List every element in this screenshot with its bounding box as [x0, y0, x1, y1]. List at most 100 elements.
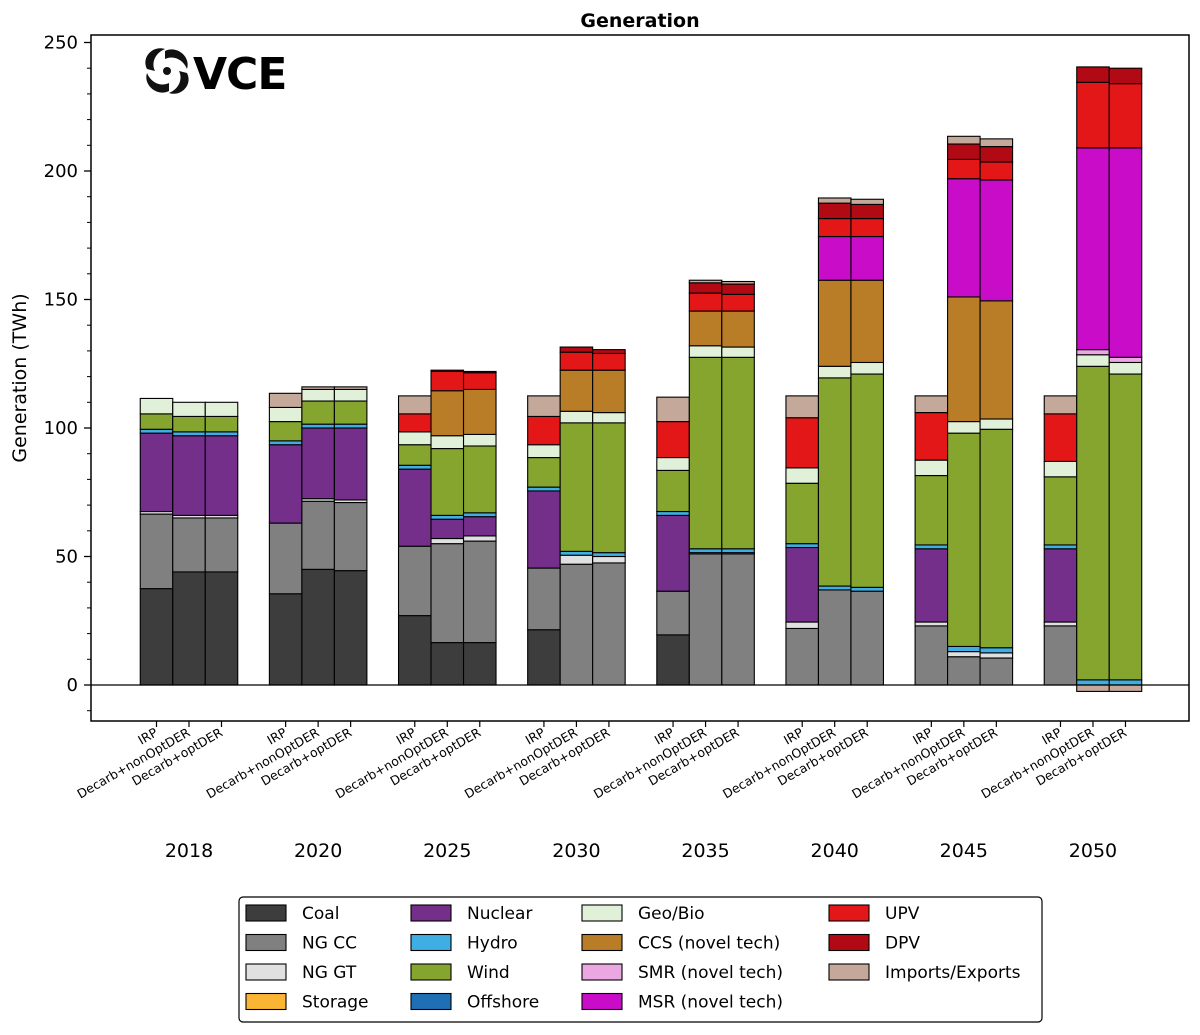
bar-2018-decarb-optder [204, 401, 239, 686]
bar-segment-wind [914, 474, 949, 546]
bar-segment-dpv [592, 349, 626, 355]
bar-segment-wind [527, 457, 561, 488]
bar-segment-wind [979, 428, 1014, 649]
bar-2035-decarb-nonoptder [688, 279, 723, 686]
bar-segment-wind [1043, 476, 1078, 546]
year-label: 2018 [165, 840, 213, 862]
bar-segment-imports-exports [333, 386, 368, 391]
vce-logo-text: VCE [193, 49, 286, 100]
x-axis: IRPDecarb+nonOptDERDecarb+optDER2018IRPD… [74, 721, 1129, 862]
bar-segment-ng-cc [785, 627, 820, 686]
legend-swatch [581, 992, 623, 1011]
bar-segment-geo-bio [817, 365, 852, 379]
bar-segment-msr-novel-tech [850, 235, 885, 281]
y-axis-label: Generation (TWh) [9, 293, 31, 462]
bar-segment-coal [172, 571, 206, 686]
bar-segment-geo-bio [430, 435, 465, 450]
bar-segment-hydro [139, 428, 174, 434]
bar-segment-imports-exports [397, 395, 432, 415]
legend-swatch [828, 963, 870, 981]
bar-segment-ng-cc [979, 657, 1014, 686]
bar-segment-dpv [559, 346, 594, 353]
bar-segment-wind [721, 356, 755, 550]
bar-segment-geo-bio [172, 401, 206, 417]
bar-segment-hydro [204, 431, 239, 437]
bar-segment-imports-exports [914, 395, 949, 414]
bar-segment-ng-cc [139, 513, 174, 590]
year-label: 2040 [811, 840, 859, 862]
legend-label: SMR (novel tech) [638, 963, 783, 983]
legend-swatch [410, 992, 452, 1011]
year-label: 2025 [423, 840, 471, 862]
bar-segment-coal [430, 642, 465, 686]
bar-segment-dpv [721, 283, 755, 295]
bar-segment-upv [430, 370, 465, 392]
bar-2018-decarb-nonoptder [172, 401, 206, 686]
bar-segment-dpv [979, 146, 1014, 163]
bar-segment-ng-gt [1043, 621, 1078, 627]
y-tick-label: 200 [44, 161, 78, 182]
legend-item-hydro: Hydro [410, 934, 518, 954]
bar-segment-ng-cc [527, 567, 561, 631]
bar-segment-hydro [462, 512, 497, 518]
legend-swatch [245, 992, 287, 1011]
bar-2045-irp [914, 395, 949, 686]
bar-segment-ng-cc [1043, 625, 1078, 686]
bar-segment-ng-gt [559, 554, 594, 565]
bar-segment-ccs-novel-tech [979, 300, 1014, 420]
bar-segment-geo-bio [462, 433, 497, 447]
bar-segment-upv [527, 415, 561, 446]
bar-segment-upv [785, 417, 820, 469]
bar-segment-imports-exports [268, 392, 303, 408]
bar-segment-ng-gt [979, 652, 1014, 659]
bar-segment-wind [462, 445, 497, 514]
bar-segment-nuclear [1043, 548, 1078, 623]
bar-segment-hydro [527, 486, 561, 492]
bar-segment-ng-cc [204, 517, 239, 573]
bar-segment-wind [430, 448, 465, 516]
bar-segment-geo-bio [688, 345, 723, 358]
legend-swatch [581, 904, 623, 922]
bar-segment-ng-gt [947, 651, 981, 658]
legend-item-ccs-novel-tech: CCS (novel tech) [581, 934, 780, 954]
year-label: 2020 [294, 840, 342, 862]
bar-segment-hydro [397, 464, 432, 470]
y-tick-label: 50 [55, 547, 78, 568]
bar-segment-ng-cc [592, 562, 626, 686]
bar-segment-ccs-novel-tech [721, 310, 755, 348]
bar-segment-imports-exports [688, 279, 723, 284]
legend-item-nuclear: Nuclear [410, 904, 532, 924]
bar-segment-upv [721, 293, 755, 312]
y-tick-label: 100 [44, 418, 78, 439]
bar-segment-hydro [1043, 544, 1078, 550]
legend-label: CCS (novel tech) [638, 934, 780, 954]
bar-segment-wind [559, 422, 594, 552]
bar-segment-geo-bio [139, 397, 174, 415]
legend-item-wind: Wind [410, 963, 510, 983]
bar-segment-wind [850, 373, 885, 588]
bar-segment-wind [172, 415, 206, 433]
legend-label: Storage [302, 993, 369, 1013]
bar-2020-decarb-nonoptder [301, 386, 335, 686]
bar-segment-hydro [268, 440, 303, 446]
bar-segment-hydro [301, 423, 335, 429]
bar-segment-ng-gt [785, 621, 820, 630]
bar-segment-geo-bio [1043, 460, 1078, 478]
legend-label: Coal [302, 904, 339, 924]
bar-segment-ccs-novel-tech [947, 296, 981, 423]
bar-segment-ccs-novel-tech [592, 369, 626, 414]
bar-segment-nuclear [785, 546, 820, 623]
bar-segment-ng-cc [559, 563, 594, 686]
bar-segment-geo-bio [947, 421, 981, 434]
bar-segment-ng-cc [817, 589, 852, 686]
bar-segment-wind [592, 422, 626, 554]
bar-segment-nuclear [430, 518, 465, 540]
bar-segment-hydro [785, 543, 820, 549]
bar-segment-dpv [1108, 67, 1143, 85]
bar-segment-upv [1043, 413, 1078, 462]
bar-segment-ng-gt [592, 555, 626, 564]
legend-swatch [410, 963, 452, 981]
bar-segment-ccs-novel-tech [559, 369, 594, 412]
bar-2025-decarb-optder [462, 370, 497, 686]
year-label: 2030 [552, 840, 600, 862]
